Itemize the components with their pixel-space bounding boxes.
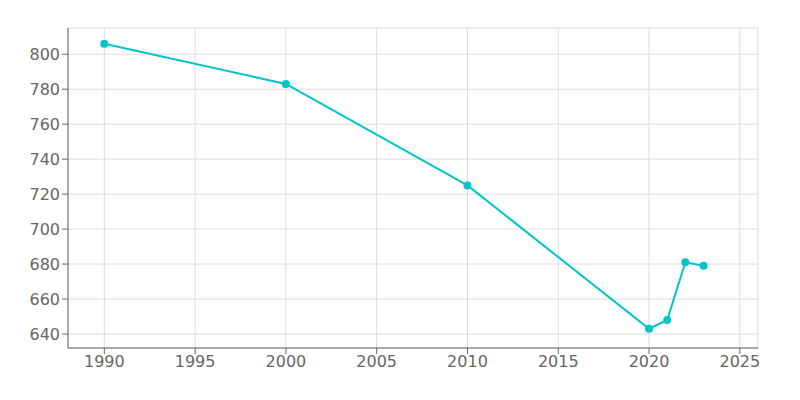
svg-text:800: 800 <box>29 45 60 64</box>
svg-text:2000: 2000 <box>266 352 307 371</box>
svg-text:680: 680 <box>29 255 60 274</box>
svg-text:1990: 1990 <box>84 352 125 371</box>
svg-text:760: 760 <box>29 115 60 134</box>
svg-text:2015: 2015 <box>538 352 579 371</box>
svg-text:640: 640 <box>29 325 60 344</box>
svg-text:1995: 1995 <box>175 352 216 371</box>
svg-text:660: 660 <box>29 290 60 309</box>
svg-text:780: 780 <box>29 80 60 99</box>
svg-text:700: 700 <box>29 220 60 239</box>
svg-text:2025: 2025 <box>719 352 760 371</box>
svg-text:720: 720 <box>29 185 60 204</box>
svg-text:2005: 2005 <box>356 352 397 371</box>
svg-text:2010: 2010 <box>447 352 488 371</box>
svg-text:2020: 2020 <box>629 352 670 371</box>
svg-text:740: 740 <box>29 150 60 169</box>
